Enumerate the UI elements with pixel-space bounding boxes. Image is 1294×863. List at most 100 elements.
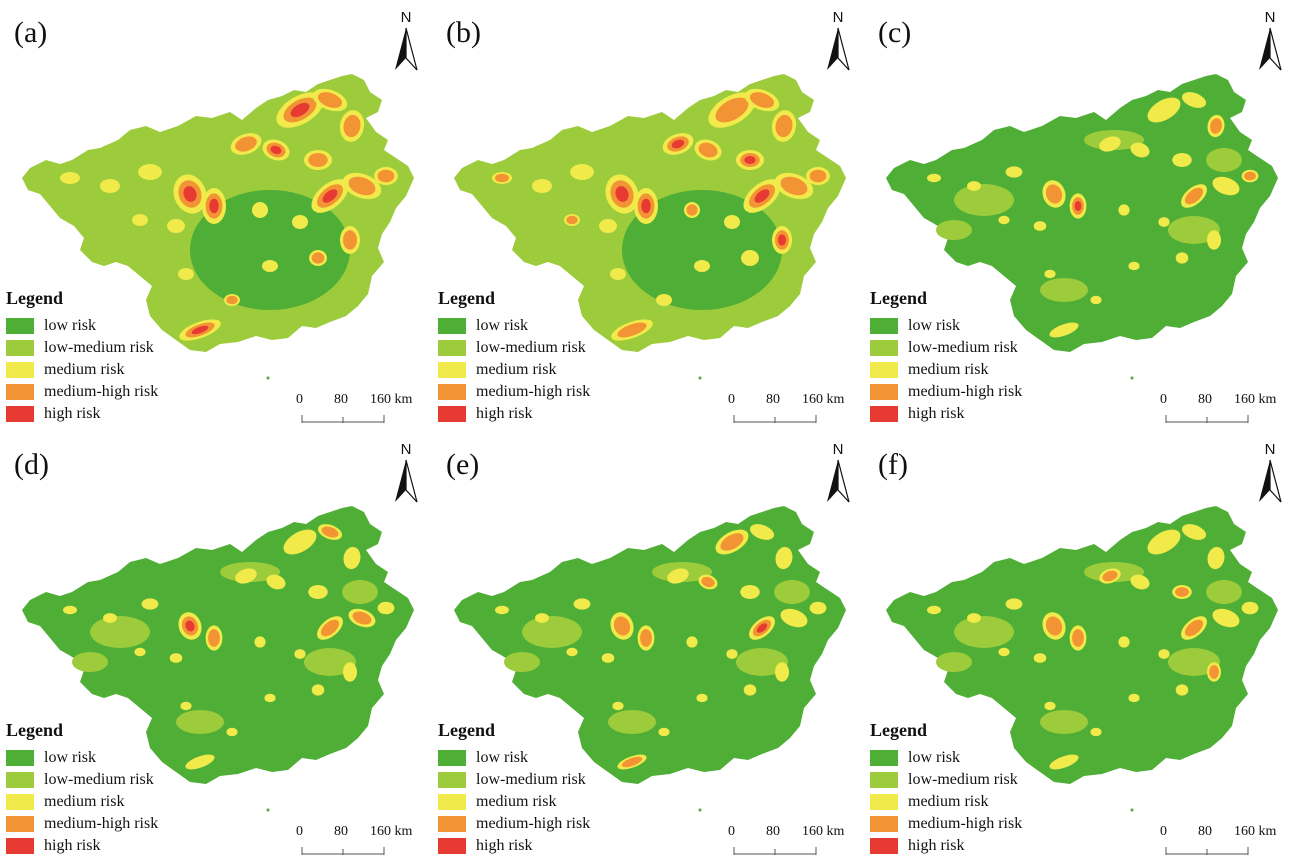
risk-hotspot xyxy=(132,214,148,226)
north-label: N xyxy=(401,441,412,458)
legend-label: medium-high risk xyxy=(908,383,1023,400)
risk-hotspot xyxy=(377,601,395,615)
legend: Legend low risk low-medium risk medium ris… xyxy=(438,288,590,425)
map-panel-5: (e) N Legend low risk low-medium risk medi… xyxy=(432,432,863,863)
risk-hotspot xyxy=(535,613,549,623)
risk-hotspot xyxy=(63,605,77,615)
legend-swatch xyxy=(6,318,34,334)
legend-item: low risk xyxy=(6,747,158,769)
scale-tick-80: 80 xyxy=(1198,392,1212,407)
risk-hotspot xyxy=(1147,97,1181,123)
risk-hotspot xyxy=(1128,693,1140,703)
risk-hotspot xyxy=(780,608,808,628)
scale-tick-160: 160 km xyxy=(370,392,413,407)
risk-hotspot xyxy=(671,139,685,149)
legend-swatch xyxy=(438,384,466,400)
risk-hotspot xyxy=(1102,570,1118,582)
risk-map xyxy=(454,506,846,812)
risk-hotspot xyxy=(183,186,197,202)
legend-label: medium-high risk xyxy=(476,383,591,400)
legend-swatch xyxy=(870,362,898,378)
risk-hotspot xyxy=(754,189,770,203)
risk-hotspot xyxy=(343,114,361,138)
risk-hotspot xyxy=(1175,587,1189,597)
risk-hotspot xyxy=(696,693,708,703)
scale-tick-0: 0 xyxy=(296,392,303,407)
risk-hotspot xyxy=(724,215,740,229)
legend-label: high risk xyxy=(908,837,965,854)
legend-item: low-medium risk xyxy=(6,337,158,359)
risk-hotspot xyxy=(290,102,310,118)
risk-hotspot xyxy=(613,616,631,636)
north-arrow-icon: N xyxy=(1256,8,1284,74)
legend-swatch xyxy=(870,838,898,854)
risk-hotspot xyxy=(1175,684,1189,696)
legend-swatch xyxy=(870,318,898,334)
risk-hotspot xyxy=(566,215,578,225)
risk-hotspot xyxy=(1072,629,1084,647)
low-medium-zone xyxy=(1206,148,1242,172)
legend-label: low-medium risk xyxy=(44,339,154,356)
legend-item: medium risk xyxy=(870,359,1022,381)
low-medium-zone xyxy=(1168,216,1220,244)
legend-item: low-medium risk xyxy=(438,337,590,359)
panel-label: (a) xyxy=(14,16,48,49)
risk-hotspot xyxy=(701,576,715,588)
scale-bar: 0 80 160 km xyxy=(722,822,844,862)
legend-label: low risk xyxy=(476,317,528,334)
risk-hotspot xyxy=(180,701,192,711)
legend-swatch xyxy=(6,816,34,832)
legend-label: medium risk xyxy=(44,361,125,378)
risk-hotspot xyxy=(311,684,325,696)
risk-hotspot xyxy=(615,186,629,202)
risk-hotspot xyxy=(317,92,343,108)
risk-hotspot xyxy=(178,268,194,280)
risk-hotspot xyxy=(927,173,941,183)
north-arrow-icon: N xyxy=(824,8,852,74)
legend-label: low risk xyxy=(476,749,528,766)
risk-hotspot xyxy=(185,754,215,770)
low-medium-zone xyxy=(176,710,224,734)
risk-hotspot xyxy=(1207,546,1225,570)
risk-hotspot xyxy=(1184,187,1204,205)
low-medium-zone xyxy=(736,648,788,676)
risk-hotspot xyxy=(235,568,257,584)
risk-hotspot xyxy=(967,181,981,191)
legend-swatch xyxy=(438,838,466,854)
legend-label: high risk xyxy=(476,405,533,422)
risk-hotspot xyxy=(266,574,286,590)
north-arrow-icon: N xyxy=(392,440,420,506)
low-risk-zone xyxy=(622,190,782,310)
legend-item: high risk xyxy=(870,403,1022,425)
scale-tick-0: 0 xyxy=(1160,824,1167,839)
risk-hotspot xyxy=(809,169,827,183)
risk-hotspot xyxy=(1005,166,1023,178)
low-medium-zone xyxy=(342,580,378,604)
risk-hotspot xyxy=(1049,322,1079,338)
legend-item: high risk xyxy=(6,403,158,425)
legend-swatch xyxy=(6,384,34,400)
legend: Legend low risk low-medium risk medium ris… xyxy=(6,288,158,425)
legend-label: low-medium risk xyxy=(476,339,586,356)
low-medium-zone xyxy=(522,616,582,648)
risk-hotspot xyxy=(352,611,372,625)
low-medium-zone xyxy=(1040,278,1088,302)
risk-hotspot xyxy=(100,179,120,193)
legend-swatch xyxy=(6,406,34,422)
low-medium-zone xyxy=(1168,648,1220,676)
legend-swatch xyxy=(6,838,34,854)
island xyxy=(1130,376,1134,380)
legend-item: high risk xyxy=(438,403,590,425)
low-medium-zone xyxy=(72,652,108,672)
risk-hotspot xyxy=(1005,598,1023,610)
low-medium-zone xyxy=(936,220,972,240)
risk-map xyxy=(454,74,846,380)
legend-label: medium risk xyxy=(908,793,989,810)
legend-item: low-medium risk xyxy=(870,337,1022,359)
scale-tick-80: 80 xyxy=(1198,824,1212,839)
risk-hotspot xyxy=(612,701,624,711)
legend-item: low risk xyxy=(438,315,590,337)
risk-hotspot xyxy=(343,546,361,570)
panel-label: (d) xyxy=(14,448,49,481)
